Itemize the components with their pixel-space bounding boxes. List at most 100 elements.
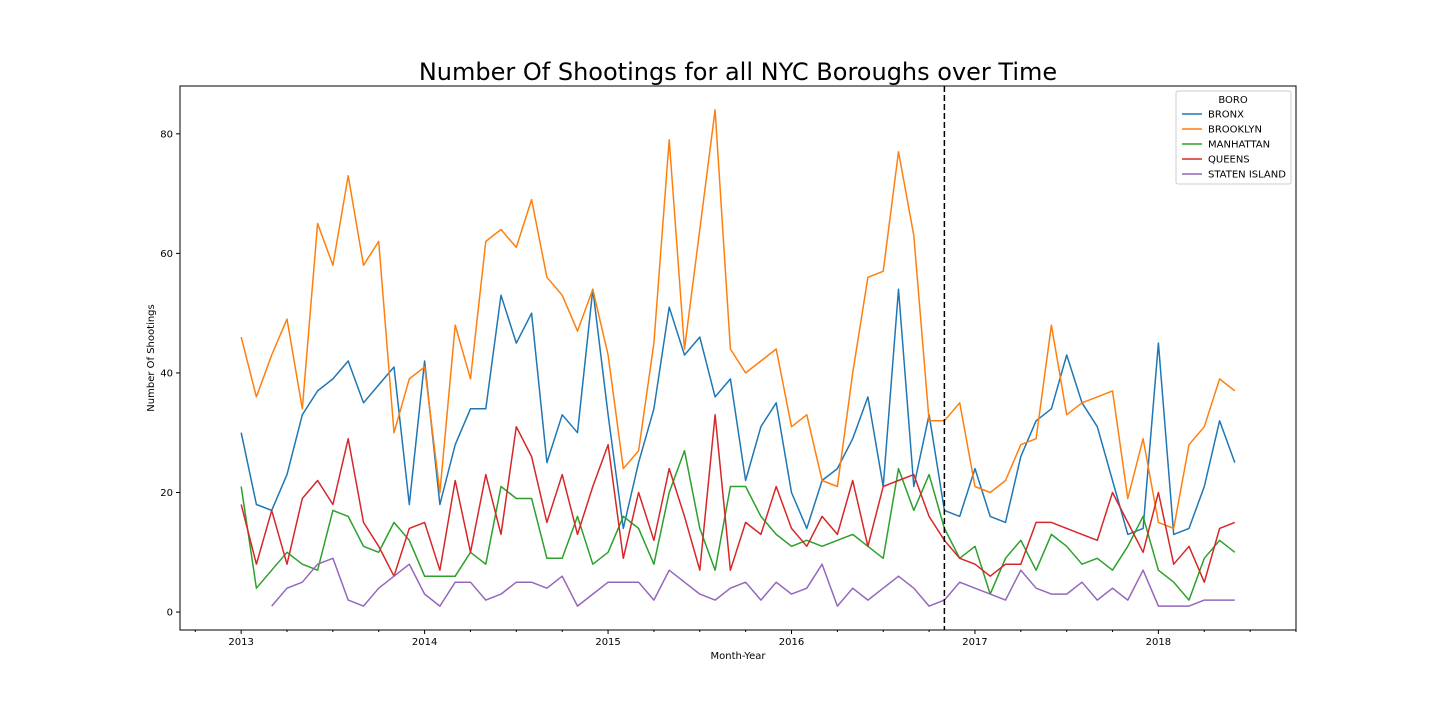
data-point-staten-island	[1065, 593, 1068, 596]
legend-label: STATEN ISLAND	[1208, 170, 1286, 181]
data-point-brooklyn	[393, 431, 396, 434]
data-point-manhattan	[270, 569, 273, 572]
data-point-staten-island	[347, 599, 350, 602]
data-point-brooklyn	[1188, 443, 1191, 446]
data-point-manhattan	[530, 497, 533, 500]
data-point-staten-island	[790, 593, 793, 596]
data-point-staten-island	[607, 581, 610, 584]
data-point-staten-island	[1019, 569, 1022, 572]
series-bronx	[240, 288, 1236, 536]
data-point-brooklyn	[1081, 401, 1084, 404]
data-point-bronx	[454, 443, 457, 446]
data-point-manhattan	[561, 557, 564, 560]
data-point-manhattan	[1126, 545, 1129, 548]
data-point-brooklyn	[454, 324, 457, 327]
data-point-queens	[515, 425, 518, 428]
data-point-staten-island	[408, 563, 411, 566]
data-point-bronx	[1065, 354, 1068, 357]
data-point-brooklyn	[591, 288, 594, 291]
data-point-manhattan	[1050, 533, 1053, 536]
data-point-brooklyn	[882, 270, 885, 273]
data-point-queens	[500, 533, 503, 536]
data-point-bronx	[1050, 407, 1053, 410]
series-brooklyn	[240, 109, 1236, 530]
data-point-brooklyn	[775, 348, 778, 351]
x-axis-label: Month-Year	[711, 651, 767, 662]
legend-item-staten-island: STATEN ISLAND	[1182, 170, 1286, 181]
data-point-queens	[1157, 491, 1160, 494]
data-point-bronx	[989, 515, 992, 518]
data-point-bronx	[683, 354, 686, 357]
data-point-brooklyn	[362, 264, 365, 267]
data-point-bronx	[331, 377, 334, 380]
data-point-queens	[316, 479, 319, 482]
data-point-bronx	[362, 401, 365, 404]
x-tick-label: 2014	[412, 637, 437, 648]
data-point-staten-island	[698, 593, 701, 596]
data-point-bronx	[668, 306, 671, 309]
data-point-brooklyn	[912, 234, 915, 237]
data-point-queens	[1233, 521, 1236, 524]
data-point-bronx	[1188, 527, 1191, 530]
data-point-manhattan	[652, 563, 655, 566]
data-point-bronx	[286, 473, 289, 476]
data-point-staten-island	[775, 581, 778, 584]
data-point-bronx	[805, 527, 808, 530]
data-point-bronx	[347, 360, 350, 363]
data-point-queens	[408, 527, 411, 530]
x-tick-label: 2013	[228, 637, 253, 648]
legend-item-queens: QUEENS	[1182, 155, 1250, 166]
data-point-bronx	[469, 407, 472, 410]
data-point-bronx	[622, 527, 625, 530]
data-point-queens	[362, 521, 365, 524]
y-tick-label: 20	[160, 488, 173, 499]
data-point-queens	[423, 521, 426, 524]
data-point-queens	[637, 491, 640, 494]
data-point-staten-island	[851, 587, 854, 590]
data-point-queens	[377, 545, 380, 548]
data-point-staten-island	[438, 605, 441, 608]
data-point-queens	[652, 539, 655, 542]
data-point-queens	[545, 521, 548, 524]
data-point-brooklyn	[759, 360, 762, 363]
data-point-brooklyn	[958, 401, 961, 404]
data-point-queens	[790, 527, 793, 530]
data-point-brooklyn	[897, 150, 900, 153]
data-point-staten-island	[882, 587, 885, 590]
data-point-brooklyn	[805, 413, 808, 416]
data-point-staten-island	[316, 563, 319, 566]
data-point-queens	[1081, 533, 1084, 536]
data-point-brooklyn	[607, 354, 610, 357]
data-point-manhattan	[1188, 599, 1191, 602]
data-point-staten-island	[729, 587, 732, 590]
data-point-bronx	[500, 294, 503, 297]
data-point-staten-island	[591, 593, 594, 596]
data-point-manhattan	[1142, 515, 1145, 518]
data-point-brooklyn	[561, 294, 564, 297]
data-point-manhattan	[1004, 557, 1007, 560]
data-point-queens	[1188, 545, 1191, 548]
data-point-bronx	[545, 461, 548, 464]
data-point-brooklyn	[545, 276, 548, 279]
data-point-staten-island	[331, 557, 334, 560]
data-point-bronx	[652, 407, 655, 410]
data-point-queens	[821, 515, 824, 518]
data-point-manhattan	[821, 545, 824, 548]
y-axis-label: Number Of Shootings	[146, 304, 157, 411]
data-point-brooklyn	[408, 377, 411, 380]
data-point-brooklyn	[851, 371, 854, 374]
data-point-staten-island	[683, 581, 686, 584]
data-point-queens	[331, 503, 334, 506]
data-point-brooklyn	[576, 330, 579, 333]
data-point-bronx	[912, 485, 915, 488]
data-point-brooklyn	[1233, 389, 1236, 392]
chart-title: Number Of Shootings for all NYC Boroughs…	[419, 58, 1057, 86]
data-point-brooklyn	[316, 222, 319, 225]
data-point-brooklyn	[1004, 479, 1007, 482]
data-point-staten-island	[561, 575, 564, 578]
data-point-brooklyn	[1050, 324, 1053, 327]
data-point-staten-island	[836, 605, 839, 608]
series-queens	[240, 414, 1236, 583]
data-point-manhattan	[423, 575, 426, 578]
data-point-manhattan	[607, 551, 610, 554]
